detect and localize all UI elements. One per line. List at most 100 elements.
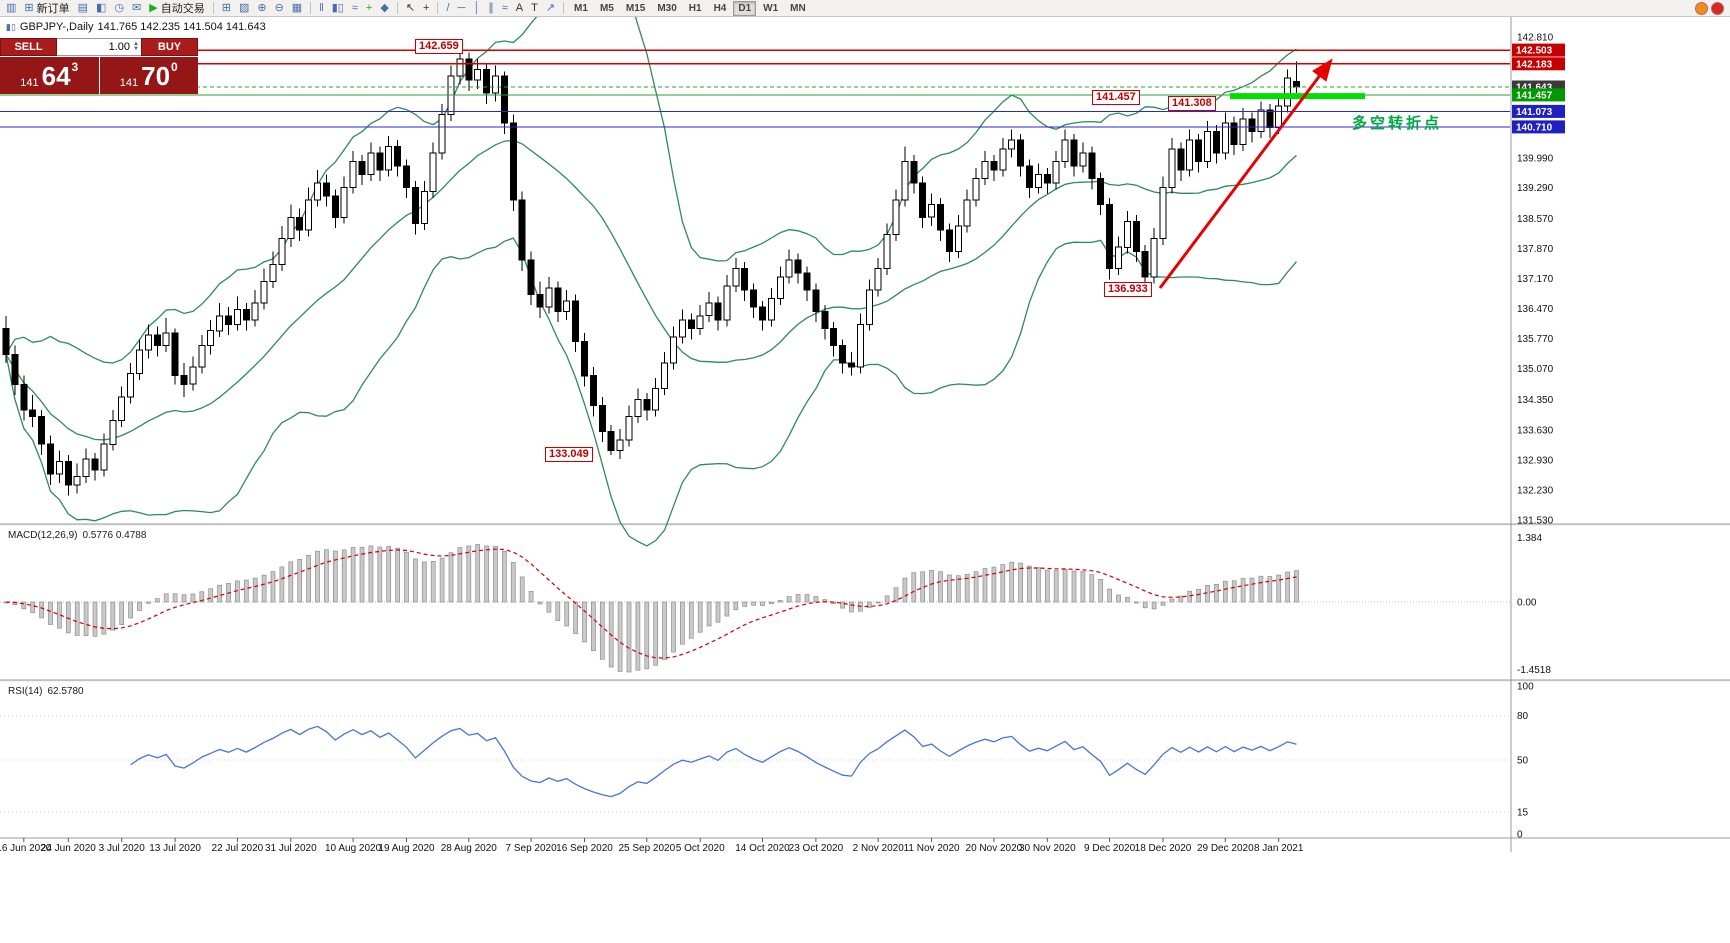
sell-button[interactable]: SELL (0, 38, 57, 56)
fibonacci-button[interactable]: ≈ (498, 1, 512, 16)
svg-text:22 Jul 2020: 22 Jul 2020 (212, 843, 264, 854)
news-status-icon[interactable] (1695, 1, 1708, 15)
text-icon: A (515, 1, 524, 14)
toolbar-separator (396, 2, 398, 14)
history-center-button[interactable]: ◧ (92, 1, 110, 16)
svg-text:18 Dec 2020: 18 Dec 2020 (1135, 843, 1192, 854)
toolbar-separator (212, 2, 214, 14)
svg-text:132.930: 132.930 (1517, 456, 1554, 467)
autotrade-button[interactable]: ▶ 自动交易 (145, 1, 208, 16)
arrows-button[interactable]: ↗ (542, 1, 559, 16)
profiles-icon: ▨ (238, 1, 250, 14)
equidistant-channel-icon: ∥ (488, 1, 494, 14)
buy-button[interactable]: BUY (141, 38, 198, 56)
timeframe-m1-button[interactable]: M1 (569, 1, 593, 16)
zoom-out-button[interactable]: ⊖ (271, 1, 288, 16)
sell-price[interactable]: 141 64 3 (0, 57, 99, 94)
cursor-button[interactable]: ↖ (402, 1, 419, 16)
profiles-button[interactable]: ▨ (235, 1, 253, 16)
horizontal-line-button[interactable]: ─ (454, 1, 470, 16)
buy-price[interactable]: 141 70 0 (99, 57, 198, 94)
mailbox-icon: ✉ (132, 1, 142, 14)
timeframe-m15-button[interactable]: M15 (621, 1, 650, 16)
bar-chart-button[interactable]: ‖ (315, 1, 328, 16)
symbol-ohlc: 141.765 142.235 141.504 141.643 (97, 21, 266, 33)
svg-text:135.770: 135.770 (1517, 334, 1554, 345)
timeframe-mn-button[interactable]: MN (785, 1, 811, 16)
lot-value[interactable]: 1.00 (108, 41, 131, 53)
horizontal-line-icon: ─ (457, 1, 466, 14)
chart-type-icon: ▮▯ (6, 21, 16, 32)
lot-spinner[interactable]: ▲ ▼ (133, 41, 139, 52)
rsi-indicator: 100 80 50 15 0 (0, 682, 1534, 841)
arrows-icon: ↗ (545, 1, 556, 14)
svg-text:0: 0 (1517, 830, 1523, 841)
sell-price-pip: 3 (71, 60, 79, 74)
rsi-label: RSI(14) 62.5780 (8, 686, 84, 697)
chart-window-button[interactable]: ▤ (74, 1, 92, 16)
fibonacci-icon: ≈ (501, 1, 508, 14)
svg-text:2 Nov 2020: 2 Nov 2020 (853, 843, 905, 854)
turning-point-note[interactable]: 多空转折点 (1352, 115, 1443, 132)
price-annotation-label[interactable]: 133.049 (545, 447, 593, 462)
tile-windows-icon: ▦ (291, 1, 303, 14)
timeframe-d1-button[interactable]: D1 (733, 0, 757, 16)
lot-down-icon[interactable]: ▼ (133, 46, 139, 52)
svg-text:133.630: 133.630 (1517, 426, 1554, 437)
tile-windows-button[interactable]: ▦ (288, 1, 306, 16)
toolbar-separator (437, 2, 439, 14)
svg-text:100: 100 (1517, 682, 1534, 693)
svg-text:80: 80 (1517, 711, 1529, 722)
price-annotation-label[interactable]: 142.659 (415, 39, 463, 54)
trend-arrow[interactable] (1158, 58, 1333, 289)
timeframe-m30-button[interactable]: M30 (652, 1, 681, 16)
autotrade-button-label: 自动交易 (160, 3, 205, 15)
timeframe-h4-button[interactable]: H4 (709, 1, 732, 16)
charts-icon-icon: ▥ (6, 1, 17, 14)
lot-size-field[interactable]: 1.00 ▲ ▼ (57, 38, 141, 56)
zoom-out-icon: ⊖ (274, 1, 284, 14)
crosshair-button[interactable]: + (419, 1, 433, 16)
svg-text:30 Nov 2020: 30 Nov 2020 (1019, 843, 1076, 854)
indicators-button[interactable]: + (362, 1, 376, 16)
svg-text:20 Nov 2020: 20 Nov 2020 (966, 843, 1023, 854)
crosshair-icon: + (423, 1, 430, 14)
svg-text:16 Jun 2020: 16 Jun 2020 (0, 843, 52, 854)
mailbox-button[interactable]: ✉ (128, 1, 145, 16)
price-axis: 142.810 139.990 139.290 138.570 137.870 137.1… (1512, 33, 1565, 527)
alerts-button[interactable]: ◷ (110, 1, 128, 16)
price-annotation-label[interactable]: 141.457 (1092, 90, 1140, 105)
charts-icon-button[interactable]: ▥ (2, 1, 20, 16)
new-order-button[interactable]: ⊞ 新订单 (20, 1, 73, 16)
vertical-line-button[interactable]: │ (469, 1, 484, 16)
macd-label: MACD(12,26,9) 0.5776 0.4788 (8, 530, 147, 541)
new-chart-button[interactable]: ⊞ (218, 1, 235, 16)
trendline-button[interactable]: / (442, 1, 453, 16)
svg-text:23 Oct 2020: 23 Oct 2020 (789, 843, 844, 854)
bollinger-bands (5, 0, 1297, 547)
objects-button[interactable]: ◆ (376, 1, 392, 16)
timeframe-w1-button[interactable]: W1 (758, 1, 783, 16)
candlestick-chart-button[interactable]: ▮▯ (328, 1, 348, 16)
text-button[interactable]: A (512, 1, 527, 16)
price-annotation-label[interactable]: 136.933 (1104, 282, 1152, 297)
svg-text:138.570: 138.570 (1517, 214, 1554, 225)
zoom-in-button[interactable]: ⊕ (253, 1, 270, 16)
timeframe-m5-button[interactable]: M5 (595, 1, 619, 16)
equidistant-channel-button[interactable]: ∥ (484, 1, 498, 16)
price-annotation-label[interactable]: 141.308 (1168, 96, 1216, 111)
horizontal-lines[interactable] (0, 49, 1510, 128)
svg-text:-1.4518: -1.4518 (1517, 665, 1551, 676)
svg-text:50: 50 (1517, 756, 1529, 767)
new-order-icon: ⊞ (24, 1, 34, 14)
lot-up-icon[interactable]: ▲ (133, 41, 139, 47)
svg-text:137.170: 137.170 (1517, 274, 1554, 285)
svg-text:16 Sep 2020: 16 Sep 2020 (556, 843, 613, 854)
alert-status-icon[interactable] (1711, 1, 1724, 15)
autotrade-icon: ▶ (149, 1, 158, 14)
timeframe-h1-button[interactable]: H1 (684, 1, 707, 16)
text-label-button[interactable]: T (527, 1, 542, 16)
svg-text:25 Sep 2020: 25 Sep 2020 (618, 843, 675, 854)
line-chart-button[interactable]: ≈ (348, 1, 362, 16)
